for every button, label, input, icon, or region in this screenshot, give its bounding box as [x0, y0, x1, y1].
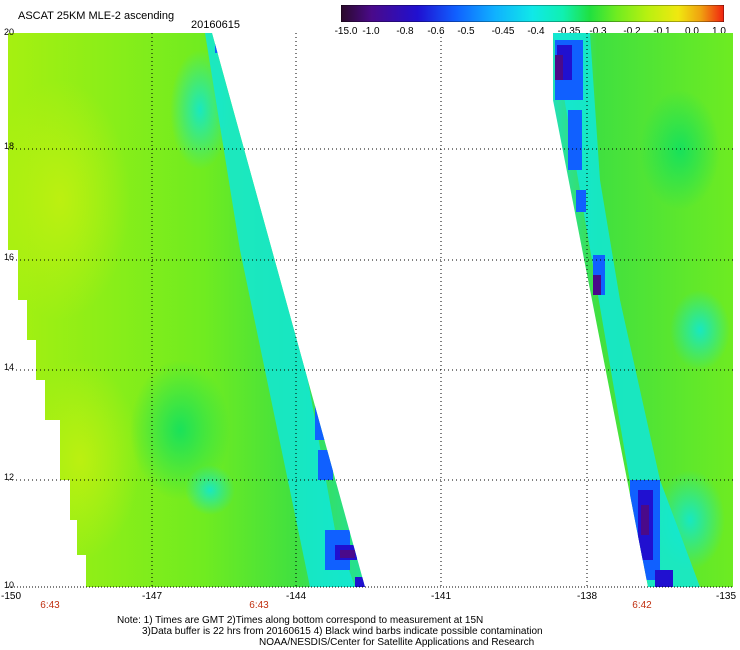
- pass-time: 6:42: [632, 600, 652, 611]
- pass-time: 6:43: [40, 600, 60, 611]
- right-swath: [553, 33, 733, 587]
- note-line: 3)Data buffer is 22 hrs from 20160615 4)…: [142, 626, 543, 637]
- lon-label: -141: [430, 591, 452, 602]
- pass-time: 6:43: [249, 600, 269, 611]
- colorbar-label: -0.6: [427, 26, 445, 37]
- lon-label: -144: [285, 591, 307, 602]
- lon-label: -135: [715, 591, 737, 602]
- lat-label: 16: [4, 252, 15, 262]
- colorbar-label: -0.8: [396, 26, 414, 37]
- note-line: Note: 1) Times are GMT 2)Times along bot…: [117, 615, 484, 626]
- lon-label: -147: [141, 591, 163, 602]
- colorbar-label: -0.4: [527, 26, 545, 37]
- lat-label: 14: [4, 362, 15, 372]
- title: ASCAT 25KM MLE-2 ascending: [18, 10, 175, 22]
- colorbar-label: -15.0: [334, 26, 358, 37]
- lat-label: 12: [4, 472, 15, 482]
- colorbar-label: -0.2: [623, 26, 641, 37]
- lon-label: -150: [0, 591, 22, 602]
- note-line: NOAA/NESDIS/Center for Satellite Applica…: [259, 637, 535, 648]
- colorbar-label: -0.35: [557, 26, 581, 37]
- colorbar-label: 0.0: [685, 26, 699, 37]
- graticule: [8, 33, 733, 587]
- lat-label: 10: [4, 580, 15, 590]
- colorbar: [341, 5, 724, 22]
- colorbar-label: -0.45: [491, 26, 515, 37]
- lon-label: -138: [576, 591, 598, 602]
- colorbar-label: -1.0: [362, 26, 380, 37]
- colorbar-label: -0.1: [653, 26, 671, 37]
- date-label: 20160615: [191, 19, 240, 31]
- lat-label: 20: [4, 27, 15, 37]
- lat-label: 18: [4, 141, 15, 151]
- colorbar-label: -0.3: [589, 26, 607, 37]
- colorbar-label: -0.5: [457, 26, 475, 37]
- colorbar-label: 1.0: [712, 26, 726, 37]
- left-swath: [8, 33, 365, 587]
